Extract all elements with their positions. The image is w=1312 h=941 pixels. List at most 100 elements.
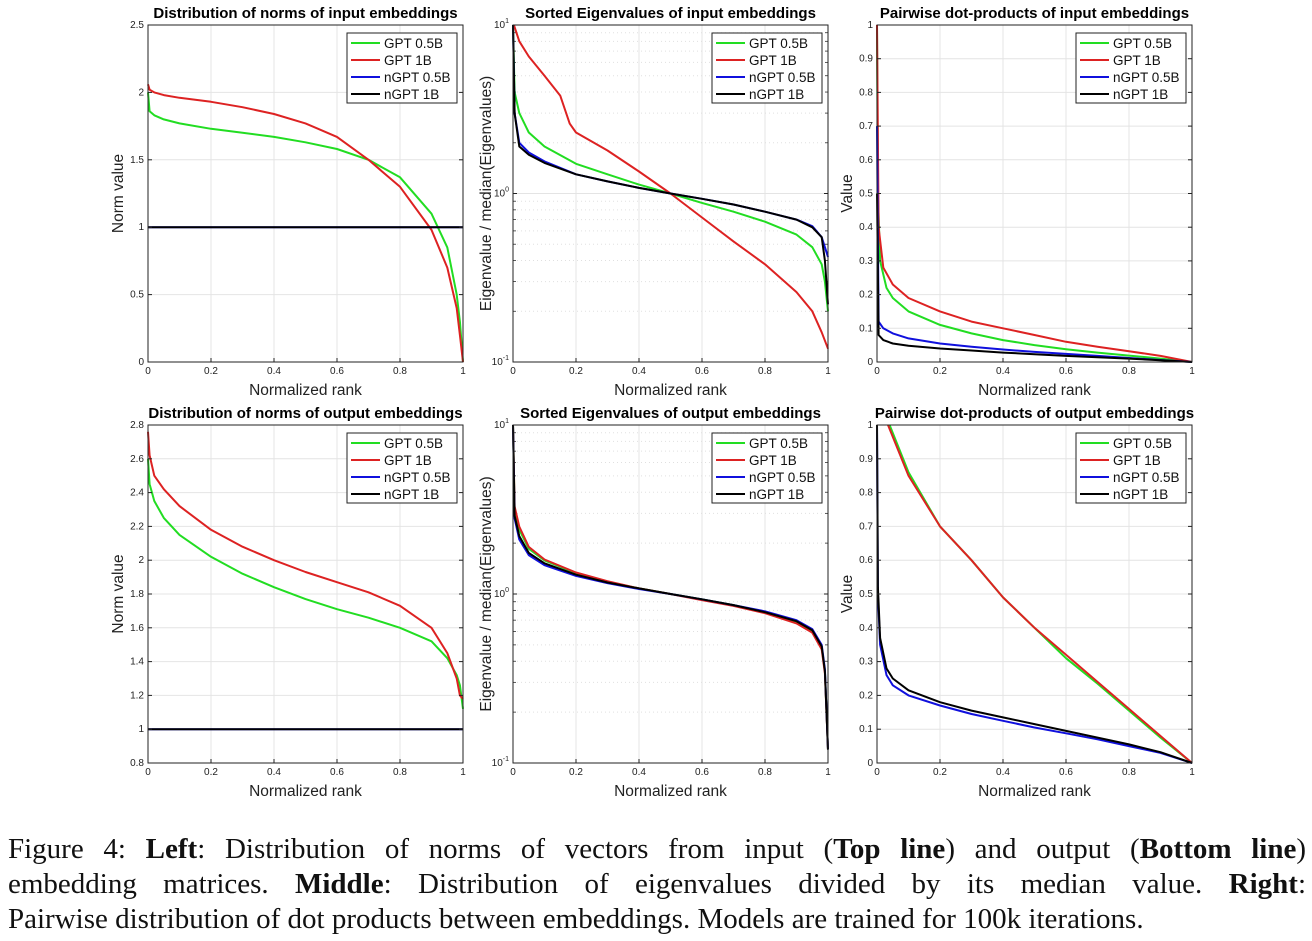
y-tick-label: 1.2	[130, 690, 144, 701]
subplot-1: 0 0.2 0.4 0.6 0.8 1 0 0.5 1 1.5 2 2.5 Distribution o…	[110, 5, 466, 399]
x-tick-label: 0.2	[569, 767, 583, 778]
y-tick-label: 0.9	[859, 54, 873, 65]
caption-bold-text: Right	[1228, 868, 1298, 900]
x-tick-label: 1	[825, 767, 831, 778]
chart-title: Pairwise dot-products of input embedding…	[880, 5, 1189, 22]
y-tick-label: 0.2	[859, 690, 873, 701]
legend-label: nGPT 0.5B	[1113, 70, 1180, 85]
x-axis-label: Normalized rank	[978, 382, 1091, 399]
y-tick-label: 100	[494, 587, 509, 600]
tick-base: 10	[492, 758, 504, 769]
y-tick-label: 2.8	[130, 420, 144, 431]
y-tick-label: 1	[867, 20, 873, 31]
caption-text: ) and output (	[945, 833, 1140, 865]
x-tick-label: 0.6	[330, 366, 344, 377]
caption-text: Figure 4:	[8, 833, 146, 865]
tick-base: 10	[494, 420, 506, 431]
y-tick-label: 0.5	[859, 189, 873, 200]
legend-label: nGPT 0.5B	[1113, 470, 1180, 485]
legend: GPT 0.5B GPT 1B nGPT 0.5B nGPT 1B	[711, 32, 823, 104]
chart-title: Distribution of norms of input embedding…	[153, 5, 457, 22]
x-tick-label: 0.4	[996, 767, 1010, 778]
x-tick-label: 0.6	[1059, 366, 1073, 377]
tick-exponent: -1	[503, 355, 509, 362]
y-tick-label: 1	[138, 724, 144, 735]
legend-label: GPT 1B	[1113, 53, 1161, 68]
y-tick-label: 0	[867, 758, 873, 769]
x-tick-label: 0.4	[267, 366, 281, 377]
y-tick-label: 2.4	[130, 488, 144, 499]
x-tick-label: 0	[510, 366, 516, 377]
y-tick-label: 1.5	[130, 155, 144, 166]
y-tick-label: 1.8	[130, 589, 144, 600]
tick-base: 10	[494, 589, 506, 600]
caption-line: embedding matrices. Middle: Distribution…	[8, 867, 1306, 902]
legend-label: GPT 1B	[749, 453, 797, 468]
legend-label: GPT 0.5B	[384, 36, 443, 51]
y-tick-label: 1.6	[130, 623, 144, 634]
legend-label: GPT 0.5B	[1113, 436, 1172, 451]
subplot-3: 0 0.2 0.4 0.6 0.8 1 0 0.1 0.2 0.3 0.4 0.5 0.6 0.7 0.8 0…	[839, 5, 1195, 399]
legend-label: GPT 1B	[749, 53, 797, 68]
x-tick-label: 0	[874, 366, 880, 377]
x-tick-label: 0.2	[933, 767, 947, 778]
y-tick-label: 101	[494, 18, 509, 31]
legend-box	[1075, 32, 1187, 104]
axes-box	[147, 24, 464, 363]
x-tick-label: 1	[460, 366, 466, 377]
legend-label: GPT 0.5B	[1113, 36, 1172, 51]
series-line-gpt-1b	[147, 84, 464, 363]
tick-exponent: 0	[505, 187, 509, 194]
y-tick-label: 2.5	[130, 20, 144, 31]
legend-box	[711, 432, 823, 504]
legend-label: nGPT 1B	[1113, 87, 1168, 102]
caption-line: Figure 4: Left: Distribution of norms of…	[8, 832, 1306, 867]
tick-base: 10	[494, 189, 506, 200]
tick-exponent: 1	[505, 418, 509, 425]
caption-line: Pairwise distribution of dot products be…	[8, 902, 1306, 937]
y-tick-label: 100	[494, 187, 509, 200]
y-tick-label: 2.6	[130, 454, 144, 465]
tick-exponent: -1	[503, 756, 509, 763]
x-tick-label: 0.4	[632, 767, 646, 778]
x-tick-label: 0.4	[632, 366, 646, 377]
legend-label: nGPT 0.5B	[749, 70, 816, 85]
chart-title: Distribution of norms of output embeddin…	[148, 405, 462, 422]
legend-label: nGPT 0.5B	[384, 470, 451, 485]
legend-label: nGPT 1B	[384, 487, 439, 502]
series-line-ngpt-1b	[512, 24, 829, 305]
y-tick-label: 0.8	[130, 758, 144, 769]
legend: GPT 0.5B GPT 1B nGPT 0.5B nGPT 1B	[346, 432, 458, 504]
legend-label: nGPT 1B	[749, 87, 804, 102]
x-axis-label: Normalized rank	[249, 382, 362, 399]
y-tick-label: 0.1	[859, 323, 873, 334]
y-tick-label: 0.8	[859, 87, 873, 98]
legend-box	[1075, 432, 1187, 504]
series-line-gpt-0-5b	[876, 24, 1193, 363]
y-tick-label: 1	[138, 222, 144, 233]
tick-exponent: 1	[505, 18, 509, 25]
y-tick-label: 0.4	[859, 222, 873, 233]
caption-bold-text: Middle	[295, 868, 384, 900]
x-axis-label: Normalized rank	[249, 783, 362, 800]
x-tick-label: 0	[145, 767, 151, 778]
x-axis-label: Normalized rank	[614, 382, 727, 399]
legend: GPT 0.5B GPT 1B nGPT 0.5B nGPT 1B	[1075, 432, 1187, 504]
x-tick-label: 0.8	[758, 767, 772, 778]
legend-label: nGPT 0.5B	[384, 70, 451, 85]
series-line-ngpt-1b	[876, 424, 1193, 764]
series-line-gpt-1b	[876, 24, 1193, 363]
x-tick-label: 0.6	[1059, 767, 1073, 778]
legend-label: GPT 0.5B	[749, 436, 808, 451]
legend-label: GPT 0.5B	[384, 436, 443, 451]
x-tick-label: 0.8	[1122, 366, 1136, 377]
y-tick-label: 0	[138, 357, 144, 368]
figure-caption: Figure 4: Left: Distribution of norms of…	[8, 832, 1306, 937]
legend: GPT 0.5B GPT 1B nGPT 0.5B nGPT 1B	[711, 432, 823, 504]
y-tick-label: 0.3	[859, 657, 873, 668]
y-tick-label: 2	[138, 87, 144, 98]
x-tick-label: 0.4	[267, 767, 281, 778]
